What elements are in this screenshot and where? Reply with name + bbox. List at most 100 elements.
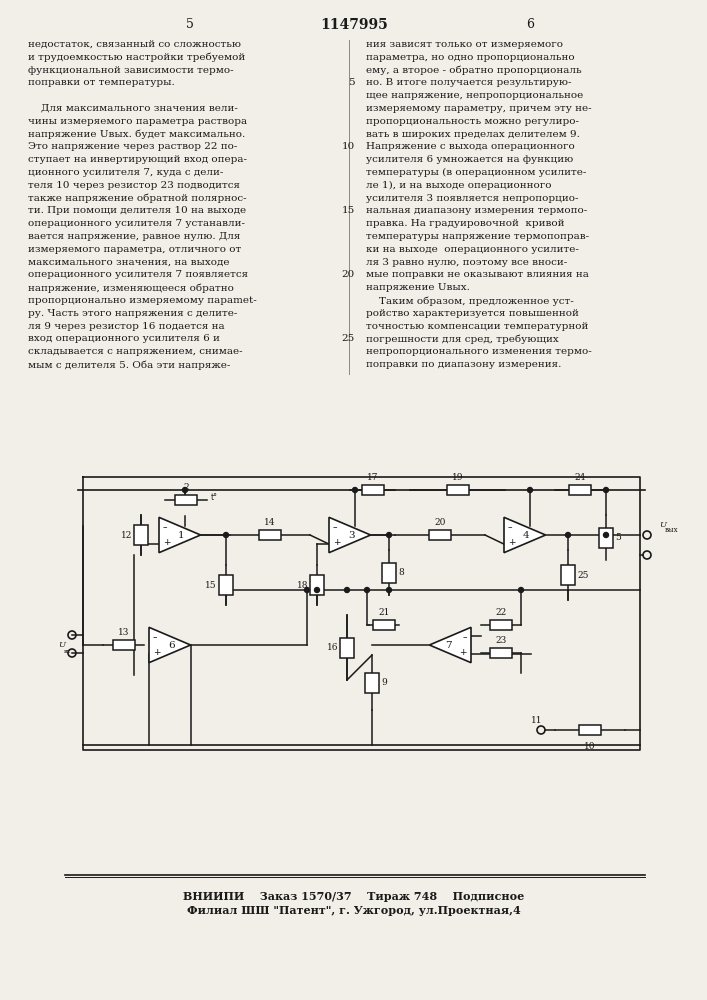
Text: нальная диапазону измерения термопо-: нальная диапазону измерения термопо- — [366, 206, 588, 215]
Text: 21: 21 — [378, 608, 390, 617]
Text: недостаток, связанный со сложностью: недостаток, связанный со сложностью — [28, 40, 241, 49]
Text: температуры (в операционном усилите-: температуры (в операционном усилите- — [366, 168, 586, 177]
Text: измеряемого параметра, отличного от: измеряемого параметра, отличного от — [28, 245, 241, 254]
Text: и трудоемкостью настройки требуемой: и трудоемкостью настройки требуемой — [28, 53, 245, 62]
Text: –: – — [153, 633, 158, 642]
Text: ройство характеризуется повышенной: ройство характеризуется повышенной — [366, 309, 579, 318]
Text: –: – — [508, 523, 513, 532]
Text: также напряжение обратной полярнос-: также напряжение обратной полярнос- — [28, 194, 247, 203]
Bar — [382, 562, 396, 582]
Text: щее напряжение, непропорциональное: щее напряжение, непропорциональное — [366, 91, 583, 100]
Text: Филиал ШШ "Патент", г. Ужгород, ул.Проектная,4: Филиал ШШ "Патент", г. Ужгород, ул.Проек… — [187, 905, 521, 916]
Text: ему, а второе - обратно пропорциональ: ему, а второе - обратно пропорциональ — [366, 66, 582, 75]
Text: пропорционально измеряемому параmet-: пропорционально измеряемому параmet- — [28, 296, 257, 305]
Bar — [361, 485, 383, 495]
Text: параметра, но одно пропорционально: параметра, но одно пропорционально — [366, 53, 575, 62]
Text: 12: 12 — [121, 530, 132, 540]
Text: 17: 17 — [367, 473, 378, 482]
Bar — [447, 485, 469, 495]
Text: но. В итоге получается результирую-: но. В итоге получается результирую- — [366, 78, 571, 87]
Text: 13: 13 — [118, 628, 129, 637]
Text: 6: 6 — [168, 641, 175, 650]
Text: +: + — [508, 538, 515, 547]
Text: 10: 10 — [584, 742, 596, 751]
Text: чины измеряемого параметра раствора: чины измеряемого параметра раствора — [28, 117, 247, 126]
Bar — [219, 575, 233, 595]
Circle shape — [387, 587, 392, 592]
Text: вых: вых — [665, 526, 679, 534]
Text: 6: 6 — [526, 18, 534, 31]
Text: ру. Часть этого напряжения с делите-: ру. Часть этого напряжения с делите- — [28, 309, 238, 318]
Circle shape — [305, 587, 310, 592]
Text: максимального значения, на выходе: максимального значения, на выходе — [28, 258, 230, 267]
Text: Для максимального значения вели-: Для максимального значения вели- — [28, 104, 238, 113]
Text: –: – — [163, 523, 168, 532]
Text: операционного усилителя 7 появляется: операционного усилителя 7 появляется — [28, 270, 248, 279]
Bar — [134, 525, 148, 545]
Text: ля 9 через резистор 16 подается на: ля 9 через резистор 16 подается на — [28, 322, 225, 331]
Text: 7: 7 — [445, 641, 452, 650]
Text: 8: 8 — [398, 568, 404, 577]
Text: ти. При помощи делителя 10 на выходе: ти. При помощи делителя 10 на выходе — [28, 206, 246, 215]
Bar — [340, 638, 354, 658]
Text: вход операционного усилителя 6 и: вход операционного усилителя 6 и — [28, 334, 220, 343]
Text: t°: t° — [211, 492, 218, 502]
Circle shape — [604, 532, 609, 538]
Text: правка. На градуировочной  кривой: правка. На градуировочной кривой — [366, 219, 564, 228]
Text: ступает на инвертирующий вход опера-: ступает на инвертирующий вход опера- — [28, 155, 247, 164]
Text: напряжение, изменяющееся обратно: напряжение, изменяющееся обратно — [28, 283, 234, 293]
Text: функциональной зависимости термо-: функциональной зависимости термо- — [28, 66, 233, 75]
Text: 14: 14 — [264, 518, 276, 527]
Text: складывается с напряжением, снимае-: складывается с напряжением, снимае- — [28, 347, 243, 356]
Circle shape — [387, 532, 392, 538]
Bar — [569, 485, 591, 495]
Text: точностью компенсации температурной: точностью компенсации температурной — [366, 322, 588, 331]
Bar — [175, 495, 197, 505]
Text: поправки по диапазону измерения.: поправки по диапазону измерения. — [366, 360, 561, 369]
Text: 5: 5 — [186, 18, 194, 31]
Circle shape — [353, 488, 358, 492]
Text: измеряемому параметру, причем эту не-: измеряемому параметру, причем эту не- — [366, 104, 592, 113]
Text: ВНИИПИ    Заказ 1570/37    Тираж 748    Подписное: ВНИИПИ Заказ 1570/37 Тираж 748 Подписное — [183, 891, 525, 902]
Text: 3: 3 — [348, 530, 354, 540]
Text: вается напряжение, равное нулю. Для: вается напряжение, равное нулю. Для — [28, 232, 240, 241]
Text: 19: 19 — [452, 473, 463, 482]
Text: поправки от температуры.: поправки от температуры. — [28, 78, 175, 87]
Bar — [490, 648, 512, 658]
Text: –: – — [462, 633, 467, 642]
Polygon shape — [329, 517, 370, 553]
Text: Напряжение с выхода операционного: Напряжение с выхода операционного — [366, 142, 575, 151]
Text: 5: 5 — [349, 78, 355, 87]
Text: пропорциональность можно регулиро-: пропорциональность можно регулиро- — [366, 117, 579, 126]
Bar — [112, 640, 134, 650]
Bar — [310, 575, 324, 595]
Text: напряжение Uвых. будет максимально.: напряжение Uвых. будет максимально. — [28, 130, 245, 139]
Bar — [490, 620, 512, 630]
Polygon shape — [159, 517, 201, 553]
Text: 15: 15 — [341, 206, 355, 215]
Text: 24: 24 — [574, 473, 585, 482]
Text: ле 1), и на выходе операционного: ле 1), и на выходе операционного — [366, 181, 551, 190]
Polygon shape — [149, 627, 191, 663]
Text: 5: 5 — [615, 533, 621, 542]
Text: ки на выходе  операционного усилите-: ки на выходе операционного усилите- — [366, 245, 579, 254]
Text: ния зависят только от измеряемого: ния зависят только от измеряемого — [366, 40, 563, 49]
Text: 25: 25 — [341, 334, 355, 343]
Text: вх: вх — [64, 649, 71, 654]
Text: 20: 20 — [434, 518, 445, 527]
Text: +: + — [333, 538, 341, 547]
Text: температуры напряжение термопоправ-: температуры напряжение термопоправ- — [366, 232, 589, 241]
Bar — [373, 620, 395, 630]
Text: 1: 1 — [177, 530, 185, 540]
Text: вать в широких пределах делителем 9.: вать в широких пределах делителем 9. — [366, 130, 580, 139]
Text: 16: 16 — [327, 643, 338, 652]
Text: непропорционального изменения термо-: непропорционального изменения термо- — [366, 347, 592, 356]
Text: 15: 15 — [205, 580, 217, 589]
Text: 9: 9 — [381, 678, 387, 687]
Bar — [365, 672, 379, 692]
Bar — [579, 725, 601, 735]
Circle shape — [223, 532, 228, 538]
Text: U: U — [58, 641, 65, 649]
Circle shape — [566, 532, 571, 538]
Circle shape — [604, 488, 609, 492]
